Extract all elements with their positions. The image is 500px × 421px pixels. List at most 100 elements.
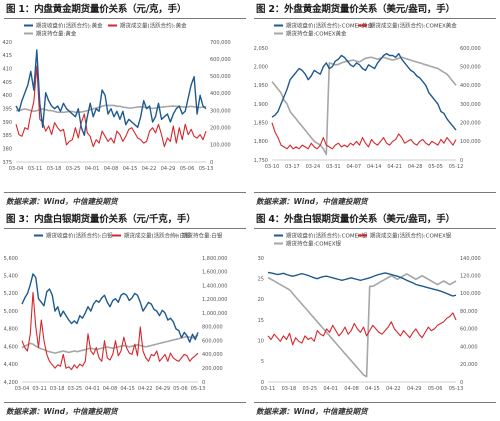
- x-axis-tick-label: 03-24: [306, 164, 321, 170]
- left-axis-tick-label: 15: [258, 318, 264, 324]
- x-axis-tick-label: 03-18: [50, 386, 65, 392]
- left-axis-tick-label: 4,400: [4, 362, 18, 368]
- right-axis-tick-label: 300,000: [210, 108, 231, 114]
- series-line: [21, 334, 199, 354]
- left-axis-tick-label: 405: [2, 80, 12, 86]
- left-axis-tick-label: 5,000: [4, 309, 18, 315]
- x-axis-tick-label: 04-07: [347, 164, 362, 170]
- x-axis-tick-label: 03-04: [15, 386, 30, 392]
- series-line: [271, 56, 457, 156]
- legend-label: 期货持仓量:白银: [182, 232, 223, 240]
- right-axis-tick-label: 140,000: [460, 256, 481, 262]
- chart-panel-3: 图 3：内盘白银期货量价关系（元/千克，手） 5,600 5,400 5,200 5,…: [0, 210, 250, 420]
- right-axis-tick-label: 600,000: [202, 338, 223, 344]
- right-axis-tick-label: 400,000: [210, 91, 231, 97]
- x-axis-tick-label: 05-06: [428, 386, 443, 392]
- left-axis-tick-label: 1,950: [254, 83, 268, 89]
- left-axis-tick-label: 2,000: [254, 64, 268, 70]
- legend-label: 期货成交量(活跃合约):白银: [124, 232, 191, 240]
- x-axis-tick-label: 05-12: [449, 164, 464, 170]
- right-axis-tick-label: 100,000: [460, 139, 481, 145]
- right-axis-tick-label: 120,000: [460, 274, 481, 280]
- chart-title: 图 1：内盘黄金期货量价关系（元/克，手）: [6, 4, 187, 15]
- source-divider: [254, 192, 496, 193]
- x-axis-tick-label: 03-10: [265, 164, 280, 170]
- right-axis-tick-label: 600,000: [210, 57, 231, 63]
- left-axis-tick-label: 25: [258, 276, 264, 282]
- left-axis-tick-label: 400: [2, 93, 12, 99]
- right-axis-tick-label: 0: [460, 158, 463, 164]
- left-axis-tick-label: 10: [258, 338, 264, 344]
- right-axis-tick-label: 200,000: [210, 126, 231, 132]
- right-axis-tick-label: 1,600,000: [202, 270, 227, 276]
- left-axis-tick-label: 2,050: [254, 46, 268, 52]
- source-divider: [254, 402, 496, 403]
- series-line: [15, 49, 207, 137]
- legend-label: 期货收盘价(活跃合约):COMEX银: [286, 232, 368, 240]
- x-axis-tick-label: 05-06: [180, 166, 195, 172]
- left-axis-tick-label: 4,200: [4, 380, 18, 386]
- chart-source: 数据来源：Wind，中信建投期货: [256, 407, 368, 416]
- right-axis-tick-label: 1,800,000: [202, 256, 227, 262]
- left-axis-tick-label: 5,600: [4, 256, 18, 262]
- right-axis-tick-label: 800,000: [202, 325, 223, 331]
- left-axis-tick-label: 1,850: [254, 120, 268, 126]
- right-axis-tick-label: 1,200,000: [202, 297, 227, 303]
- title-divider: [254, 18, 496, 19]
- legend-label: 期货持仓量:黄金: [36, 30, 77, 38]
- x-axis-tick-label: 05-05: [428, 164, 443, 170]
- source-divider: [4, 402, 246, 403]
- legend-label: 期货持仓量:COMEX银: [286, 240, 342, 248]
- x-axis-tick-label: 04-29: [161, 166, 176, 172]
- x-axis-tick-label: 05-06: [173, 386, 188, 392]
- right-axis-tick-label: 60,000: [460, 327, 478, 333]
- left-axis-tick-label: 1,900: [254, 102, 268, 108]
- left-axis-tick-label: 390: [2, 120, 12, 126]
- left-axis-tick-label: 5: [261, 359, 264, 365]
- title-divider: [254, 228, 496, 229]
- x-axis-tick-label: 04-22: [386, 386, 401, 392]
- left-axis-tick-label: 420: [2, 40, 12, 46]
- x-axis-tick-label: 05-13: [199, 166, 214, 172]
- right-axis-tick-label: 0: [202, 380, 205, 386]
- chart-source: 数据来源：Wind，中信建投期货: [256, 197, 368, 206]
- left-axis-tick-label: 410: [2, 66, 12, 72]
- chart-source: 数据来源：Wind，中信建投期货: [6, 407, 118, 416]
- left-axis-tick-label: 375: [2, 160, 12, 166]
- x-axis-tick-label: 04-15: [120, 386, 135, 392]
- chart-title: 图 3：内盘白银期货量价关系（元/千克，手）: [6, 214, 196, 225]
- left-axis-tick-label: 5,400: [4, 274, 18, 280]
- x-axis-tick-label: 04-15: [365, 386, 380, 392]
- right-axis-tick-label: 80,000: [460, 309, 478, 315]
- x-axis-tick-label: 04-29: [156, 386, 171, 392]
- right-axis-tick-label: 300,000: [460, 102, 481, 108]
- legend-label: 期货收盘价(活跃合约):COMEX黄金: [286, 22, 373, 30]
- left-axis-tick-label: 4,600: [4, 344, 18, 350]
- left-axis-tick-label: 0: [261, 380, 264, 386]
- x-axis-tick-label: 04-08: [103, 386, 118, 392]
- x-axis-tick-label: 03-11: [32, 386, 47, 392]
- x-axis-tick-label: 04-28: [408, 164, 423, 170]
- x-axis-tick-label: 04-22: [142, 166, 157, 172]
- chart-1-svg: 420 415 410 405 400 395 390 385 380 375 700,000 600…: [2, 22, 231, 173]
- right-axis-tick-label: 700,000: [210, 40, 231, 46]
- right-axis-tick-label: 1,000,000: [202, 311, 227, 317]
- right-axis-tick-label: 0: [460, 380, 463, 386]
- legend-label: 期货持仓量:COMEX黄金: [286, 30, 347, 38]
- right-axis-tick-label: 600,000: [460, 46, 481, 52]
- chart-source: 数据来源：Wind，中信建投期货: [6, 197, 118, 206]
- x-axis-tick-label: 05-13: [449, 386, 464, 392]
- right-axis-tick-label: 100,000: [460, 291, 481, 297]
- left-axis-tick-label: 5,200: [4, 291, 18, 297]
- title-divider: [4, 228, 246, 229]
- series-line: [271, 52, 457, 131]
- left-axis-tick-label: 30: [258, 256, 264, 262]
- chart-panel-1: 图 1：内盘黄金期货量价关系（元/克，手） 420 415 410 405 400 395…: [0, 0, 250, 210]
- series-line: [271, 122, 457, 150]
- x-axis-tick-label: 04-08: [104, 166, 119, 172]
- x-axis-tick-label: 03-04: [9, 166, 24, 172]
- right-axis-tick-label: 400,000: [202, 352, 223, 358]
- x-axis-tick-label: 04-22: [138, 386, 153, 392]
- title-divider: [4, 18, 246, 19]
- x-axis-tick-label: 04-08: [344, 386, 359, 392]
